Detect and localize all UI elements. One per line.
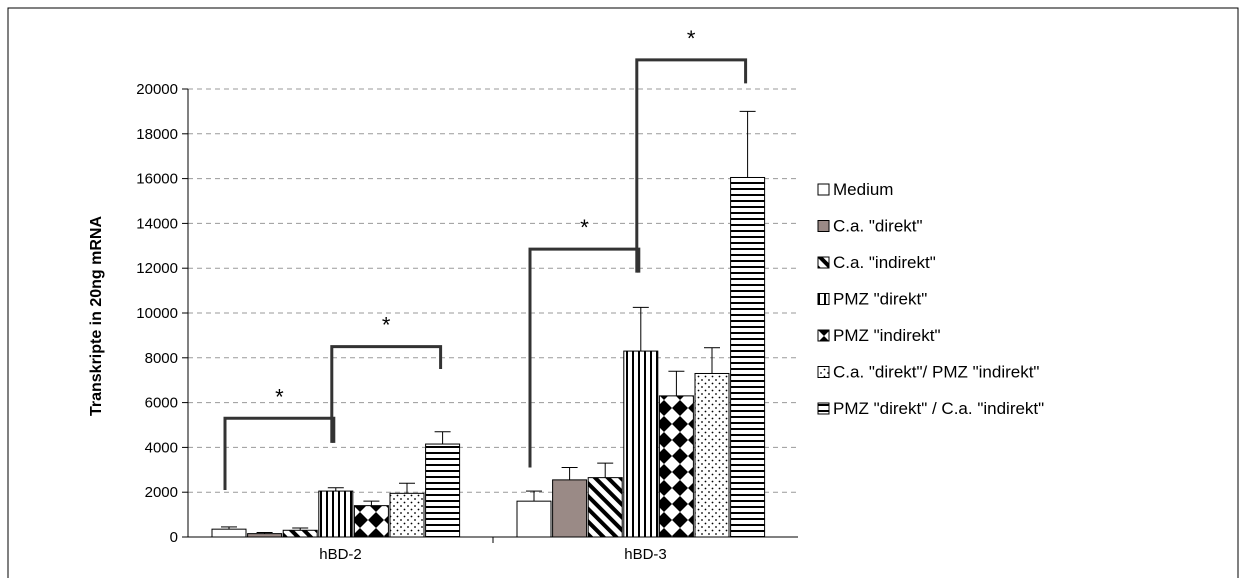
- legend-label: C.a. "direkt": [833, 217, 923, 236]
- bar: [353, 505, 389, 538]
- y-tick-label: 8000: [145, 350, 178, 367]
- bar: [658, 395, 694, 538]
- bar: [730, 176, 766, 538]
- y-tick-label: 12000: [136, 260, 178, 277]
- legend-swatch: [817, 220, 830, 232]
- bar: [552, 479, 588, 538]
- legend-swatch: [817, 183, 830, 196]
- y-tick-label: 14000: [136, 215, 178, 232]
- legend-swatch: [817, 402, 830, 415]
- y-tick-label: 0: [170, 529, 178, 546]
- bars: [211, 110, 766, 538]
- significance-marker: *: [580, 215, 589, 240]
- legend-swatch: [817, 329, 830, 342]
- y-axis-label: Transkripte in 20ng mRNA: [88, 216, 105, 416]
- legend-label: PMZ "direkt" / C.a. "indirekt": [833, 399, 1044, 418]
- y-tick-label: 4000: [145, 439, 178, 456]
- legend-label: C.a. "direkt"/ PMZ "indirekt": [833, 363, 1039, 382]
- legend-swatch: [817, 293, 830, 305]
- bar: [516, 500, 552, 538]
- legend-label: Medium: [833, 180, 893, 199]
- bar: [425, 443, 461, 538]
- significance-brackets: * * * *: [223, 26, 748, 490]
- significance-bracket: [528, 247, 641, 468]
- category-label: hBD-3: [624, 546, 667, 563]
- bar: [247, 533, 283, 538]
- significance-bracket: [223, 416, 336, 490]
- y-tick-label: 16000: [136, 171, 178, 188]
- legend-label: C.a. "indirekt": [833, 253, 936, 272]
- bar: [694, 372, 730, 538]
- chart-frame: [7, 7, 1239, 583]
- legend-label: PMZ "indirekt": [833, 326, 940, 345]
- significance-bracket: [635, 58, 748, 273]
- y-tick-label: 18000: [136, 126, 178, 143]
- legend-swatch: [817, 366, 830, 378]
- bar: [282, 529, 318, 538]
- legend-swatch: [817, 256, 830, 269]
- significance-marker: *: [687, 26, 696, 51]
- y-tick-label: 20000: [136, 81, 178, 98]
- y-tick-label: 10000: [136, 305, 178, 322]
- significance-bracket: [330, 345, 443, 443]
- y-tick-label: 2000: [145, 484, 178, 501]
- axes: 0 2000 4000 6000 8000 10000 12000 14000 16000 180…: [136, 81, 798, 563]
- legend: Medium C.a. "direkt" C.a. "indirekt" PMZ "…: [817, 180, 1044, 418]
- bar: [318, 490, 354, 538]
- category-label: hBD-2: [319, 546, 362, 563]
- bar: [587, 477, 623, 538]
- bar: [623, 350, 659, 538]
- bar: [211, 528, 247, 538]
- y-tick-label: 6000: [145, 395, 178, 412]
- bar: [389, 492, 425, 538]
- significance-marker: *: [382, 313, 391, 338]
- significance-marker: *: [275, 384, 284, 409]
- legend-label: PMZ "direkt": [833, 290, 927, 309]
